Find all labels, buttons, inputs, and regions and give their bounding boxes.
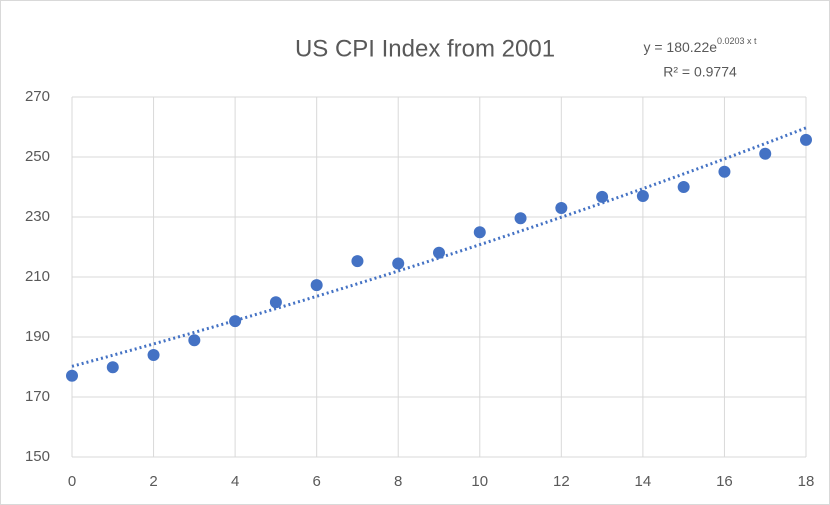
data-point [310,279,323,292]
data-point [433,246,445,259]
data-point [555,202,568,214]
data-point [147,349,160,361]
data-point [800,133,812,146]
y-tick-label: 150 [25,448,50,465]
x-tick-label: 8 [394,473,402,490]
data-point [351,255,364,268]
equation-exponent: 0.0203 x t [717,36,757,46]
data-point [188,334,201,347]
data-point [106,361,119,374]
data-point [473,226,486,239]
data-point [514,212,527,225]
x-tick-label: 16 [716,473,733,490]
data-point [718,165,731,178]
data-point [392,257,405,270]
r-squared: R² = 0.9774 [663,64,737,80]
x-tick-label: 0 [68,473,76,490]
y-tick-label: 270 [25,88,50,105]
trendline-equation: y = 180.22e0.0203 x t [643,36,757,54]
chart-title: US CPI Index from 2001 [295,35,555,62]
x-tick-label: 6 [312,473,320,490]
equation-base: y = 180.22e [643,39,717,55]
data-point [269,296,282,309]
x-tick-label: 4 [231,473,239,490]
y-tick-label: 170 [25,388,50,405]
x-tick-label: 2 [149,473,157,490]
data-point [596,190,609,203]
data-point [636,190,649,202]
data-point [66,369,78,382]
y-tick-label: 210 [25,268,50,285]
x-tick-label: 14 [635,473,652,490]
data-point [677,181,690,193]
y-tick-label: 230 [25,208,50,225]
y-tick-label: 250 [25,148,50,165]
x-tick-label: 18 [798,473,815,490]
trendline [71,126,807,368]
data-point [759,147,772,160]
y-tick-label: 190 [25,328,50,345]
data-point [229,315,242,328]
x-tick-label: 12 [553,473,570,490]
x-tick-label: 10 [471,473,488,490]
